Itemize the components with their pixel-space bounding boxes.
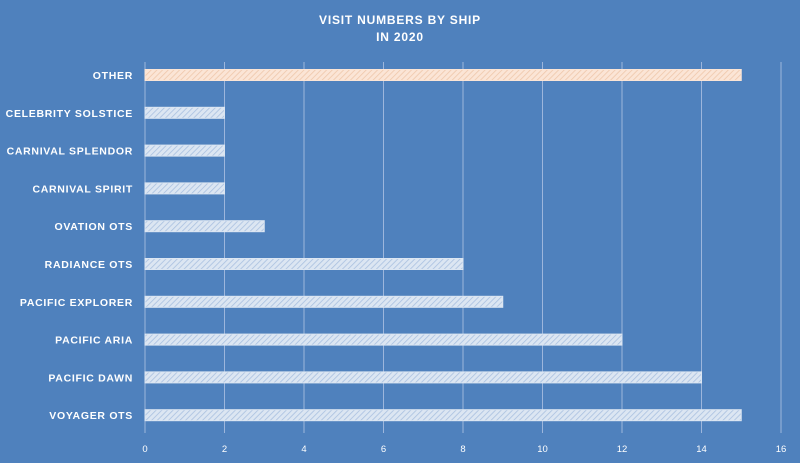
x-tick-label: 6 [381,444,386,455]
category-labels: OTHER CELEBRITY SOLSTICE CARNIVAL SPLENDOR… [6,70,133,422]
bar-radiance-ots [144,258,464,270]
bar-celebrity-solstice [144,106,225,119]
category-label: CELEBRITY SOLSTICE [6,108,133,120]
x-tick-label: 12 [617,444,628,455]
x-tick-label: 0 [142,444,147,455]
category-label: OTHER [93,70,133,82]
category-label: VOYAGER OTS [49,410,133,422]
category-label: PACIFIC EXPLORER [20,297,133,309]
bar-voyager-ots [144,409,742,422]
x-tick-label: 8 [460,444,465,455]
chart-title: VISIT NUMBERS BY SHIP IN 2020 [0,12,800,46]
category-label: OVATION OTS [55,221,133,233]
bar-pacific-dawn [144,371,702,384]
category-label: RADIANCE OTS [45,259,133,271]
x-tick-label: 2 [222,444,227,455]
bars [144,69,742,422]
category-label: PACIFIC ARIA [55,335,133,347]
bar-carnival-spirit [144,182,225,195]
x-tick-label: 14 [696,444,707,455]
chart-title-line-2: IN 2020 [376,30,424,44]
bar-pacific-explorer [144,295,504,308]
bar-other [144,69,742,81]
x-tick-label: 4 [301,444,306,455]
gridlines [144,62,782,433]
x-axis-ticks: 0 2 4 6 8 10 12 14 16 [142,444,786,455]
bar-carnival-splendor [144,144,225,157]
category-label: CARNIVAL SPIRIT [32,183,133,195]
bar-pacific-aria [144,333,623,346]
chart-title-line-1: VISIT NUMBERS BY SHIP [319,13,481,27]
x-tick-label: 16 [776,444,787,455]
category-label: CARNIVAL SPLENDOR [7,146,133,158]
bar-ovation-ots [144,220,265,233]
x-tick-label: 10 [537,444,548,455]
category-label: PACIFIC DAWN [48,372,133,384]
